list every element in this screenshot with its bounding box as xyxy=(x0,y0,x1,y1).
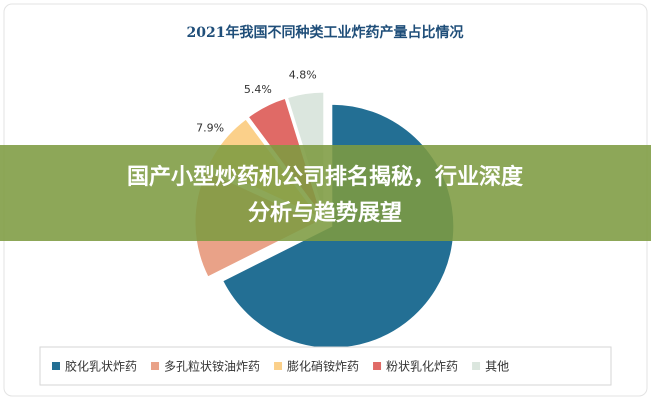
legend-swatch xyxy=(472,362,481,370)
legend-label: 膨化硝铵炸药 xyxy=(287,359,359,374)
banner-line: 国产小型炒药机公司排名揭秘，行业深度 xyxy=(127,164,524,190)
legend-swatch xyxy=(274,362,283,370)
legend-label: 其他 xyxy=(485,360,509,374)
banner-line: 分析与趋势展望 xyxy=(248,200,402,226)
chart-title: 2021年我国不同种类工业炸药产量占比情况 xyxy=(187,24,464,41)
legend-box xyxy=(39,346,612,386)
legend-swatch xyxy=(373,362,382,370)
legend-swatch xyxy=(151,362,160,370)
data-label: 4.8% xyxy=(289,69,317,82)
legend-label: 胶化乳状炸药 xyxy=(65,359,137,374)
legend-label: 粉状乳化炸药 xyxy=(386,360,458,374)
banner xyxy=(0,145,651,241)
data-label: 5.4% xyxy=(244,83,272,96)
data-label: 7.9% xyxy=(196,122,224,135)
legend: 胶化乳状炸药 多孔粒状铵油炸药 膨化硝铵炸药 粉状乳化炸药 其他 xyxy=(52,359,509,374)
legend-label: 多孔粒状铵油炸药 xyxy=(164,359,260,374)
legend-swatch xyxy=(52,362,60,370)
